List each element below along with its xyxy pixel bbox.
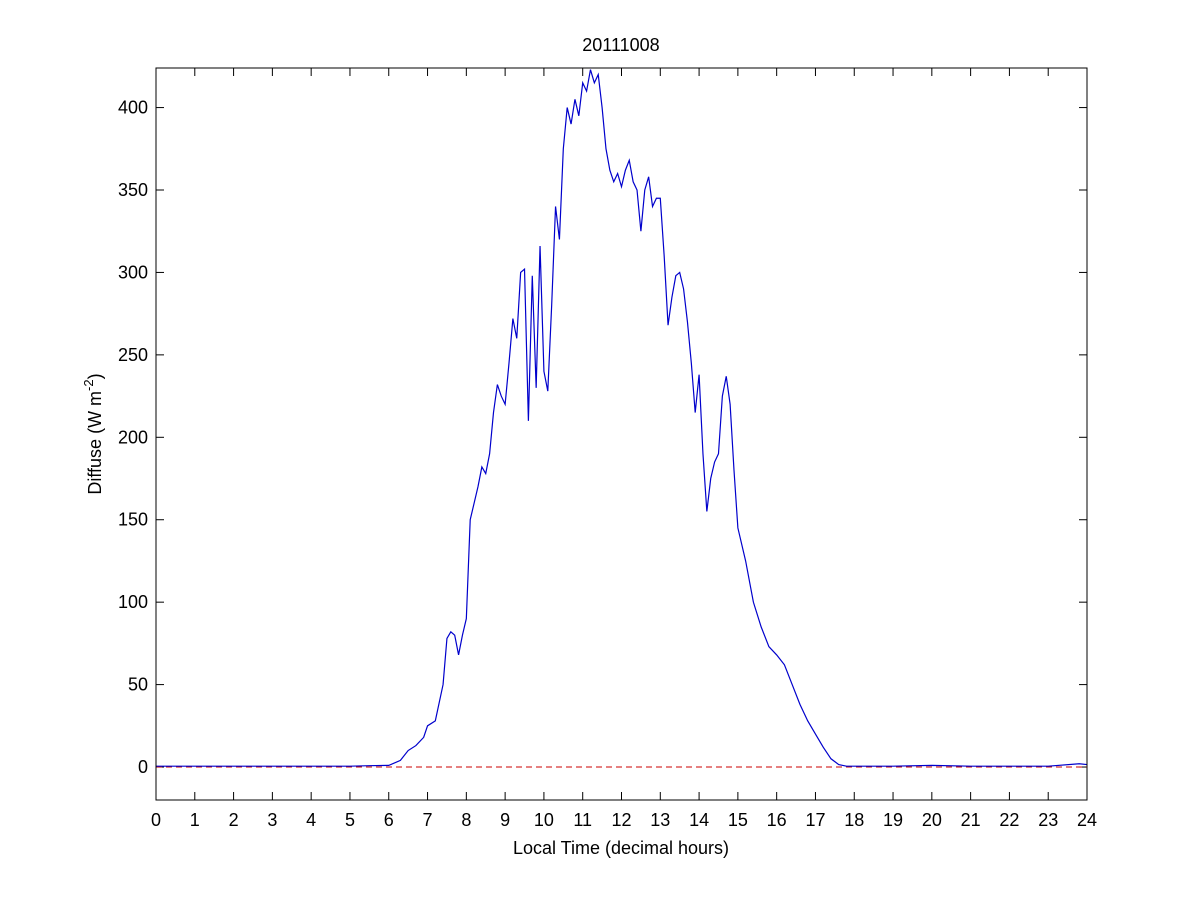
x-tick-label: 0 [151,810,161,830]
y-tick-label: 350 [118,180,148,200]
data-line [156,69,1088,767]
x-tick-label: 17 [805,810,825,830]
y-tick-label: 250 [118,345,148,365]
y-tick-label: 100 [118,592,148,612]
y-label-text: Diffuse (W m [85,391,105,495]
x-tick-label: 12 [611,810,631,830]
x-tick-label: 22 [999,810,1019,830]
x-tick-label: 16 [767,810,787,830]
x-tick-label: 13 [650,810,670,830]
y-tick-label: 300 [118,262,148,282]
y-tick-label: 200 [118,427,148,447]
x-tick-label: 20 [922,810,942,830]
x-tick-label: 24 [1077,810,1097,830]
chart-title: 20111008 [582,35,659,55]
y-axis-label: Diffuse (W m-2) [81,373,105,494]
x-tick-label: 23 [1038,810,1058,830]
x-tick-label: 4 [306,810,316,830]
plot-frame [155,67,1088,801]
x-axis-label: Local Time (decimal hours) [513,838,729,858]
x-tick-label: 18 [844,810,864,830]
x-tick-label: 2 [229,810,239,830]
x-tick-label: 8 [461,810,471,830]
x-tick-label: 1 [190,810,200,830]
x-tick-label: 6 [384,810,394,830]
y-tick-label: 400 [118,98,148,118]
y-tick-label: 0 [138,757,148,777]
x-tick-label: 14 [689,810,709,830]
x-tick-label: 15 [728,810,748,830]
x-tick-label: 21 [961,810,981,830]
y-tick-label: 50 [128,675,148,695]
x-tick-label: 11 [573,810,592,830]
x-tick-label: 19 [883,810,903,830]
x-tick-label: 10 [534,810,554,830]
x-tick-label: 7 [423,810,433,830]
x-tick-label: 9 [500,810,510,830]
x-tick-label: 3 [267,810,277,830]
y-tick-label: 150 [118,510,148,530]
y-label-superscript: -2 [81,379,96,391]
x-tick-label: 5 [345,810,355,830]
y-label-suffix: ) [85,373,105,379]
